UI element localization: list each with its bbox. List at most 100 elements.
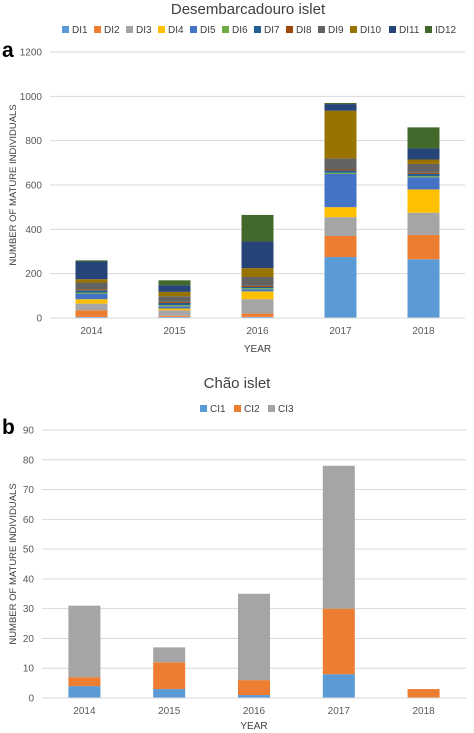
y-tick-label: 600: [25, 181, 42, 192]
y-tick-label: 800: [25, 136, 42, 147]
legend-label: DI3: [136, 25, 152, 36]
y-tick-label: 400: [25, 225, 42, 236]
y-tick-label: 1200: [20, 48, 43, 59]
bar-segment-id12-2014: [75, 260, 108, 262]
y-axis-label: NUMBER OF MATURE INDIVIDUALS: [8, 104, 19, 265]
y-tick-label: 30: [23, 604, 35, 615]
bar-segment-di7-2015: [158, 302, 191, 306]
bar-segment-id12-2015: [158, 280, 191, 286]
bar-segment-di5-2017: [324, 173, 357, 208]
legend-label: DI2: [104, 25, 120, 36]
bar-segment-di1-2016: [241, 316, 274, 318]
bar-segment-ci3-2015: [153, 647, 186, 663]
x-tick-label: 2014: [73, 706, 96, 717]
chart-title: Chão islet: [204, 375, 272, 392]
legend-label: DI6: [232, 25, 248, 36]
bar-segment-di1-2014: [75, 316, 108, 318]
bar-segment-di5-2014: [75, 293, 108, 300]
bar-segment-di2-2018: [407, 234, 440, 260]
x-axis-label: YEAR: [244, 344, 271, 355]
legend-swatch: [286, 26, 293, 33]
x-tick-label: 2016: [243, 706, 266, 717]
bar-segment-di11-2017: [324, 104, 357, 111]
legend-swatch: [318, 26, 325, 33]
bar-segment-di2-2015: [158, 315, 191, 317]
bar-segment-ci2-2018: [407, 689, 440, 698]
y-tick-label: 90: [23, 426, 35, 437]
legend-swatch: [425, 26, 432, 33]
panel-letter: a: [2, 39, 14, 62]
legend-swatch: [254, 26, 261, 33]
bar-segment-di9-2018: [407, 163, 440, 173]
bar-segment-di3-2015: [158, 310, 191, 316]
bar-segment-di4-2017: [324, 207, 357, 218]
bar-segment-di4-2016: [241, 291, 274, 300]
bar-segment-di5-2016: [241, 289, 274, 292]
legend-swatch: [222, 26, 229, 33]
y-tick-label: 50: [23, 545, 35, 556]
bar-segment-di5-2018: [407, 177, 440, 190]
bar-segment-di6-2014: [75, 292, 108, 294]
bar-segment-di6-2018: [407, 176, 440, 178]
bar-segment-di9-2014: [75, 282, 108, 290]
x-tick-label: 2018: [412, 326, 435, 337]
legend-swatch: [190, 26, 197, 33]
bar-segment-di11-2015: [158, 285, 191, 292]
bar-segment-ci3-2017: [322, 465, 355, 609]
bar-segment-di1-2015: [158, 316, 191, 318]
x-tick-label: 2016: [246, 326, 269, 337]
bar-segment-di10-2017: [324, 110, 357, 159]
bar-segment-di6-2017: [324, 172, 357, 174]
y-tick-label: 20: [23, 634, 35, 645]
y-tick-label: 0: [28, 694, 34, 705]
bar-segment-ci3-2014: [68, 605, 101, 678]
bar-segment-di6-2015: [158, 305, 191, 307]
legend-label: DI9: [328, 25, 344, 36]
legend-label: DI10: [360, 25, 382, 36]
panel-letter: b: [2, 416, 15, 439]
y-tick-label: 0: [36, 314, 42, 325]
bar-segment-di7-2014: [75, 290, 108, 293]
y-axis-label: NUMBER OF MATURE INDIVIDUALS: [8, 483, 19, 644]
legend-swatch: [350, 26, 357, 33]
bar-segment-di10-2014: [75, 279, 108, 283]
bar-segment-di8-2014: [75, 289, 108, 291]
bar-segment-ci2-2015: [153, 662, 186, 690]
legend-label: DI1: [72, 25, 88, 36]
bar-segment-di3-2016: [241, 299, 274, 314]
x-tick-label: 2017: [329, 326, 352, 337]
bar-segment-ci1-2017: [322, 674, 355, 698]
bar-segment-ci2-2017: [322, 608, 355, 675]
legend-swatch: [268, 405, 275, 412]
bar-segment-ci1-2014: [68, 686, 101, 698]
bar-segment-di11-2016: [241, 241, 274, 269]
chart-title: Desembarcadouro islet: [171, 1, 326, 18]
bar-segment-di7-2017: [324, 170, 357, 173]
x-tick-label: 2017: [328, 706, 351, 717]
x-tick-label: 2015: [158, 706, 181, 717]
legend-label: CI2: [244, 404, 260, 415]
bar-segment-di4-2015: [158, 308, 191, 311]
y-tick-label: 70: [23, 485, 35, 496]
bar-segment-ci1-2016: [238, 695, 270, 698]
bar-segment-di9-2015: [158, 296, 191, 302]
bar-segment-di2-2016: [241, 313, 274, 317]
y-tick-label: 40: [23, 574, 35, 585]
x-tick-label: 2018: [412, 706, 435, 717]
bar-segment-di6-2016: [241, 288, 274, 290]
legend-label: DI11: [399, 25, 420, 36]
x-axis-label: YEAR: [240, 721, 267, 732]
bar-segment-di4-2018: [407, 189, 440, 213]
bar-segment-di2-2017: [324, 235, 357, 258]
bar-segment-di8-2015: [158, 301, 191, 303]
x-tick-label: 2015: [163, 326, 186, 337]
bar-segment-id12-2018: [407, 127, 440, 149]
legend-label: DI8: [296, 25, 312, 36]
y-tick-label: 80: [23, 455, 35, 466]
bar-segment-ci2-2016: [238, 680, 270, 696]
legend-swatch: [158, 26, 165, 33]
x-tick-label: 2014: [80, 326, 103, 337]
bar-segment-di5-2015: [158, 306, 191, 309]
bar-segment-di8-2018: [407, 172, 440, 174]
